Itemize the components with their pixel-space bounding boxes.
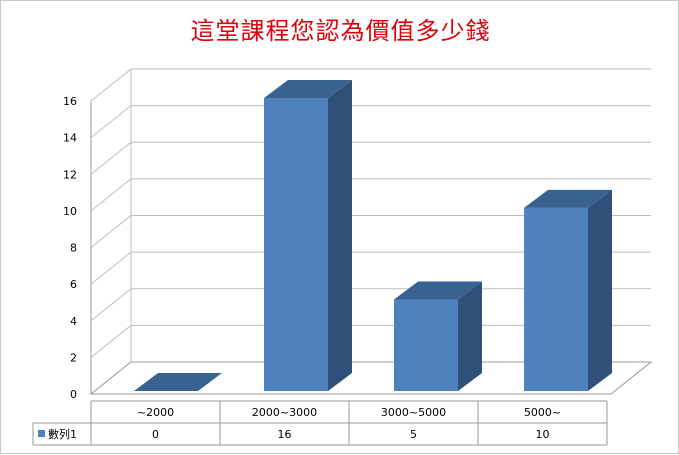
data-label-1: 16 <box>278 428 292 441</box>
y-tick-label-8: 16 <box>63 95 77 108</box>
y-tick-label-1: 2 <box>70 351 77 364</box>
x-tick-label-0: ~2000 <box>137 406 174 419</box>
data-label-0: 0 <box>152 428 159 441</box>
y-tick-label-0: 0 <box>70 388 77 401</box>
bar-side-1 <box>328 80 352 391</box>
gridline-side-5 <box>90 178 132 212</box>
legend-series-name: 數列1 <box>48 427 77 441</box>
bar-top-2 <box>394 281 482 300</box>
y-tick-label-5: 10 <box>63 205 77 218</box>
gridline-side-7 <box>90 105 132 139</box>
legend-swatch <box>38 430 45 437</box>
bar-top-0 <box>134 373 222 391</box>
chart-floor <box>89 361 653 395</box>
bar-top-3 <box>524 189 612 208</box>
gridline-side-8 <box>90 68 132 102</box>
gridline-side-4 <box>90 215 132 248</box>
gridline-side-3 <box>90 251 132 285</box>
gridline-side-1 <box>90 324 132 358</box>
data-label-3: 10 <box>536 428 550 441</box>
y-tick-label-3: 6 <box>70 278 77 291</box>
bar-side-3 <box>588 189 612 391</box>
chart-title: 這堂課程您認為價值多少錢 <box>190 17 491 45</box>
bar-front-3 <box>524 207 588 391</box>
bar-front-1 <box>264 98 328 391</box>
y-tick-label-2: 4 <box>70 315 77 328</box>
y-tick-label-7: 14 <box>63 132 77 145</box>
bar-top-1 <box>264 80 352 98</box>
gridline-side-2 <box>90 288 132 322</box>
gridline-side-6 <box>90 141 132 175</box>
x-tick-label-1: 2000~3000 <box>252 406 317 419</box>
data-label-2: 5 <box>410 428 417 441</box>
y-tick-label-4: 8 <box>70 242 77 255</box>
y-tick-label-6: 12 <box>63 168 77 181</box>
x-tick-label-3: 5000~ <box>524 406 561 419</box>
x-tick-label-2: 3000~5000 <box>381 406 446 419</box>
bar-front-2 <box>394 299 458 391</box>
bar-side-2 <box>458 281 482 391</box>
